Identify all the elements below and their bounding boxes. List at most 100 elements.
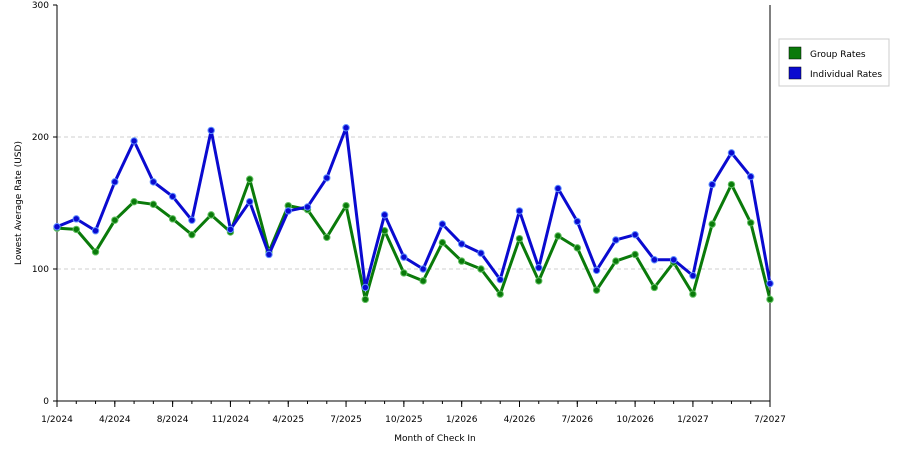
x-tick-label: 4/2026 bbox=[504, 415, 536, 425]
data-point-individual-rates bbox=[400, 253, 408, 261]
data-point-individual-rates bbox=[323, 174, 331, 182]
data-point-group-rates bbox=[130, 197, 138, 206]
data-point-individual-rates bbox=[380, 211, 389, 219]
data-point-group-rates bbox=[361, 295, 370, 304]
data-point-group-rates bbox=[323, 233, 331, 242]
data-point-individual-rates bbox=[573, 217, 581, 226]
data-point-individual-rates bbox=[535, 263, 543, 272]
data-point-individual-rates bbox=[631, 230, 639, 239]
x-tick-label: 7/2027 bbox=[754, 415, 786, 425]
x-tick-label: 1/2024 bbox=[41, 415, 73, 425]
data-point-group-rates bbox=[747, 219, 755, 227]
data-point-individual-rates bbox=[91, 227, 100, 235]
data-point-individual-rates bbox=[766, 279, 774, 288]
data-point-individual-rates bbox=[477, 249, 485, 257]
data-point-individual-rates bbox=[496, 275, 504, 284]
data-point-group-rates bbox=[72, 225, 80, 234]
data-point-individual-rates bbox=[111, 178, 119, 186]
data-point-individual-rates bbox=[168, 192, 177, 201]
data-point-individual-rates bbox=[303, 203, 312, 211]
data-point-group-rates bbox=[207, 211, 215, 219]
data-point-individual-rates bbox=[650, 256, 659, 264]
data-point-individual-rates bbox=[361, 283, 370, 292]
data-point-group-rates bbox=[535, 277, 543, 285]
x-tick-label: 4/2024 bbox=[99, 415, 131, 425]
data-point-group-rates bbox=[612, 257, 620, 265]
data-point-individual-rates bbox=[72, 215, 80, 223]
data-point-individual-rates bbox=[265, 250, 273, 259]
series bbox=[53, 124, 774, 304]
data-point-group-rates bbox=[631, 250, 639, 259]
x-tick-label: 10/2025 bbox=[385, 415, 422, 425]
series-individual-rates bbox=[53, 124, 774, 292]
data-point-group-rates bbox=[689, 290, 697, 298]
x-tick-label: 7/2026 bbox=[561, 415, 593, 425]
data-point-group-rates bbox=[438, 238, 447, 247]
legend-swatch-group-rates bbox=[788, 46, 802, 60]
data-point-group-rates bbox=[477, 265, 485, 273]
data-point-individual-rates bbox=[149, 178, 158, 186]
data-point-individual-rates bbox=[207, 126, 215, 135]
data-point-group-rates bbox=[708, 220, 716, 228]
data-point-individual-rates bbox=[689, 271, 697, 280]
data-point-group-rates bbox=[419, 277, 427, 285]
y-tick-label: 200 bbox=[32, 133, 49, 143]
data-point-individual-rates bbox=[708, 180, 716, 189]
data-point-individual-rates bbox=[457, 240, 466, 248]
data-point-group-rates bbox=[246, 175, 254, 183]
data-point-individual-rates bbox=[438, 220, 447, 228]
y-ticks: 0 100 200 300 bbox=[32, 1, 57, 407]
x-ticks: 1/2024 4/2024 8/2024 11/2024 4/2025 7/2025 10/… bbox=[41, 401, 786, 425]
data-point-group-rates bbox=[554, 232, 562, 240]
series-group-rates bbox=[53, 175, 774, 304]
x-tick-label: 11/2024 bbox=[212, 415, 250, 425]
data-point-individual-rates bbox=[130, 137, 138, 145]
x-tick-label: 7/2025 bbox=[330, 415, 362, 425]
data-point-group-rates bbox=[515, 234, 524, 243]
y-tick-label: 300 bbox=[32, 1, 49, 11]
x-tick-label: 4/2025 bbox=[272, 415, 304, 425]
x-tick-label: 1/2027 bbox=[677, 415, 709, 425]
legend: Group Rates Individual Rates bbox=[778, 38, 890, 87]
series-line-individual-rates bbox=[56, 126, 772, 289]
axes bbox=[56, 5, 771, 402]
data-point-group-rates bbox=[149, 200, 158, 209]
data-point-individual-rates bbox=[612, 236, 620, 244]
legend-label-group-rates: Group Rates bbox=[810, 50, 866, 60]
data-point-group-rates bbox=[400, 269, 408, 277]
data-point-group-rates bbox=[650, 283, 659, 292]
data-point-group-rates bbox=[766, 295, 774, 304]
x-tick-label: 1/2026 bbox=[446, 415, 478, 425]
x-tick-label: 8/2024 bbox=[157, 415, 189, 425]
data-point-group-rates bbox=[188, 230, 196, 239]
data-point-group-rates bbox=[727, 180, 736, 189]
data-point-individual-rates bbox=[342, 124, 350, 132]
data-point-individual-rates bbox=[419, 265, 427, 273]
data-point-individual-rates bbox=[592, 266, 601, 275]
data-point-group-rates bbox=[457, 257, 466, 265]
gridlines bbox=[57, 136, 770, 270]
data-point-group-rates bbox=[111, 216, 119, 224]
legend-label-individual-rates: Individual Rates bbox=[810, 70, 882, 80]
data-point-individual-rates bbox=[727, 149, 736, 157]
data-point-group-rates bbox=[592, 286, 601, 294]
x-tick-label: 10/2026 bbox=[616, 415, 654, 425]
data-point-individual-rates bbox=[226, 225, 235, 234]
data-point-individual-rates bbox=[246, 197, 254, 206]
data-point-group-rates bbox=[91, 248, 100, 256]
data-point-individual-rates bbox=[53, 223, 61, 231]
data-point-individual-rates bbox=[669, 256, 678, 264]
legend-swatch-individual-rates bbox=[788, 66, 802, 80]
data-point-group-rates bbox=[342, 201, 350, 210]
data-point-individual-rates bbox=[554, 184, 562, 193]
data-point-individual-rates bbox=[747, 172, 755, 181]
y-tick-label: 0 bbox=[43, 397, 49, 407]
data-point-individual-rates bbox=[515, 207, 524, 215]
y-axis-title: Lowest Average Rate (USD) bbox=[14, 141, 24, 265]
data-point-group-rates bbox=[573, 244, 581, 252]
data-point-group-rates bbox=[168, 215, 177, 223]
data-point-individual-rates bbox=[284, 207, 292, 215]
series-line-group-rates bbox=[56, 177, 772, 301]
data-point-group-rates bbox=[496, 290, 504, 298]
